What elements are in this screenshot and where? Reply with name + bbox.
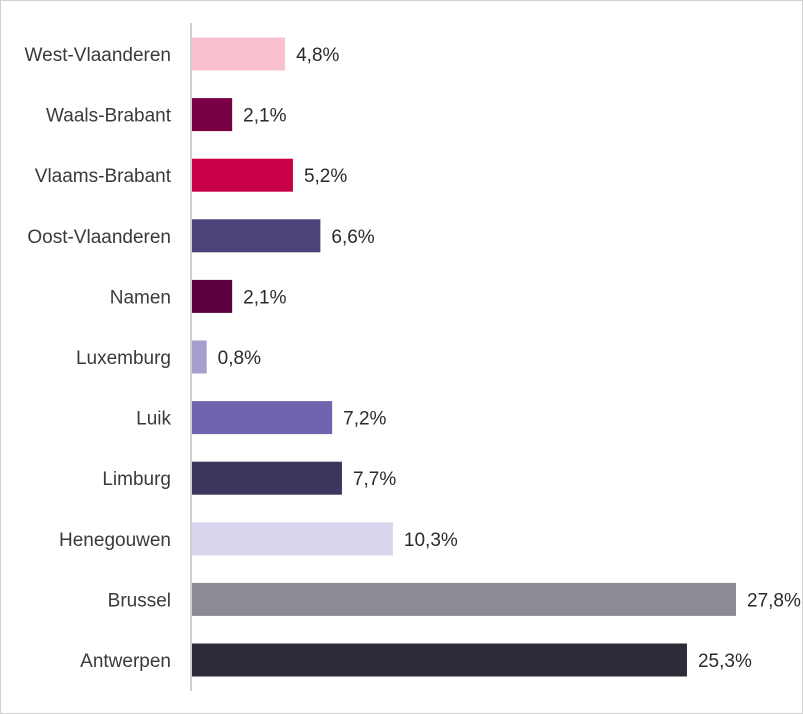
value-label: 7,7% (353, 469, 396, 490)
category-label: Vlaams-Brabant (35, 166, 172, 187)
value-label: 2,1% (243, 106, 286, 127)
value-label: 2,1% (243, 287, 286, 308)
category-label: Luik (136, 409, 171, 430)
category-label: Henegouwen (59, 530, 171, 551)
value-label: 0,8% (218, 348, 261, 369)
bar-namen (192, 279, 233, 313)
category-label: Antwerpen (80, 651, 171, 672)
bar-limburg (192, 461, 342, 495)
category-label: Waals-Brabant (46, 106, 172, 127)
bar-oost-vlaanderen (192, 219, 321, 253)
bar-west-vlaanderen (192, 37, 286, 71)
bar-luik (192, 401, 333, 435)
value-label: 4,8% (296, 45, 339, 66)
value-label: 10,3% (404, 530, 458, 551)
category-label: Oost-Vlaanderen (27, 227, 171, 248)
category-label: Brussel (108, 590, 171, 611)
bar-antwerpen (192, 643, 687, 677)
bar-brussel (192, 582, 736, 616)
bar-henegouwen (192, 522, 393, 556)
bar-vlaams-brabant (192, 158, 293, 192)
value-label: 6,6% (331, 227, 374, 248)
value-label: 5,2% (304, 166, 347, 187)
category-label: Luxemburg (76, 348, 171, 369)
bar-waals-brabant (192, 98, 233, 132)
value-label: 7,2% (343, 409, 386, 430)
value-label: 27,8% (747, 590, 801, 611)
value-label: 25,3% (698, 651, 752, 672)
category-label: Limburg (102, 469, 171, 490)
category-label: Namen (110, 287, 171, 308)
category-label: West-Vlaanderen (25, 45, 171, 66)
bar-luxemburg (192, 340, 207, 374)
